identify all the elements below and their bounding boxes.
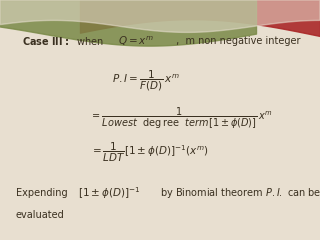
Text: $P.I = \dfrac{1}{F(D)}\, x^{m}$: $P.I = \dfrac{1}{F(D)}\, x^{m}$ (112, 68, 180, 93)
Text: by Binomial theorem $P.I.$ can be: by Binomial theorem $P.I.$ can be (160, 186, 320, 200)
Text: evaluated: evaluated (16, 210, 65, 220)
Text: $= \dfrac{1}{\mathit{Lowest}\ \ \mathrm{deg\,ree}\ \ \mathit{term}[1\pm\phi(D)]}: $= \dfrac{1}{\mathit{Lowest}\ \ \mathrm{… (90, 106, 272, 131)
Text: $Q = x^{m}$: $Q = x^{m}$ (118, 34, 155, 48)
Text: Expending: Expending (16, 188, 68, 198)
Text: $\mathbf{Case\ III:}$  when: $\mathbf{Case\ III:}$ when (22, 35, 108, 47)
Text: $= \dfrac{1}{LDT}[1\pm\phi(D)]^{-1}(x^{m})$: $= \dfrac{1}{LDT}[1\pm\phi(D)]^{-1}(x^{m… (90, 141, 208, 164)
Text: ,  m non negative integer: , m non negative integer (173, 36, 300, 46)
Text: $[1\pm\phi(D)]^{-1}$: $[1\pm\phi(D)]^{-1}$ (78, 185, 141, 201)
